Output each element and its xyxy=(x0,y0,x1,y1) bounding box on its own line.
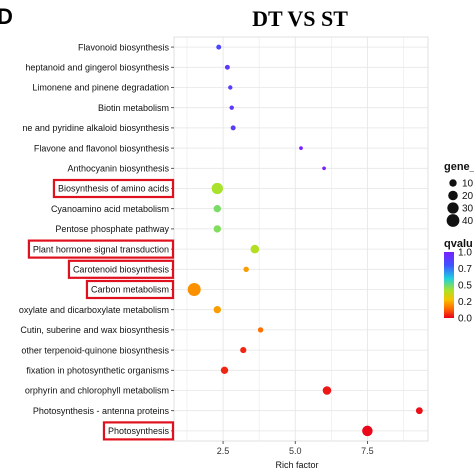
plot-area xyxy=(173,36,429,442)
x-axis: 2.5 5.0 7.5 xyxy=(217,441,374,456)
colorbar-tick-label: 0.2 xyxy=(458,297,472,308)
chart-title: DT VS ST xyxy=(252,6,348,31)
data-point xyxy=(211,182,223,195)
data-point xyxy=(240,347,247,354)
category-label: Photosynthesis - antenna proteins xyxy=(33,406,170,416)
size-legend-dot xyxy=(449,179,457,187)
colorbar-tick-label: 1.0 xyxy=(458,248,472,259)
colorbar-tick-label: 0.7 xyxy=(458,264,472,275)
category-label: Photosynthesis xyxy=(108,426,170,436)
data-point xyxy=(362,425,373,437)
category-label: Carotenoid biosynthesis xyxy=(73,265,170,275)
highlight-box xyxy=(27,239,175,259)
data-point xyxy=(220,366,229,374)
category-label: Anthocyanin biosynthesis xyxy=(67,164,169,174)
category-label: oxylate and dicarboxylate metabolism xyxy=(19,305,169,315)
category-label: Biosynthesis of amino acids xyxy=(58,184,170,194)
qvalue-colorbar xyxy=(444,252,454,318)
x-tick-label: 2.5 xyxy=(217,446,230,456)
category-label: Cyanoamino acid metabolism xyxy=(51,204,169,214)
data-point xyxy=(257,327,264,333)
color-legend-ticks: 1.0 0.7 0.5 0.2 0.0 xyxy=(454,248,472,325)
category-label: Pentose phosphate pathway xyxy=(55,224,169,234)
category-label: ne and pyridine alkaloid biosynthesis xyxy=(22,123,169,133)
size-legend-label: 40 xyxy=(462,216,474,227)
size-legend-label: 20 xyxy=(462,191,474,202)
x-axis-title: Rich factor xyxy=(275,460,318,470)
data-point xyxy=(250,244,260,254)
category-label: Limonene and pinene degradation xyxy=(32,83,169,93)
x-tick-label: 5.0 xyxy=(289,446,302,456)
data-point xyxy=(224,64,230,70)
data-point xyxy=(213,306,221,314)
data-point xyxy=(213,225,221,233)
colorbar-tick-label: 0.0 xyxy=(458,314,472,325)
data-point xyxy=(322,166,326,171)
category-label: orphyrin and chlorophyll metabolism xyxy=(25,386,169,396)
highlight-box xyxy=(67,259,175,279)
category-label: Flavone and flavonol biosynthesis xyxy=(34,143,170,153)
highlight-box xyxy=(102,421,175,441)
size-legend-label: 10 xyxy=(462,179,474,190)
highlight-box xyxy=(52,178,175,199)
size-legend-dot xyxy=(448,190,458,201)
size-legend-title: gene_ xyxy=(444,161,474,173)
data-point xyxy=(216,44,222,50)
data-point xyxy=(228,85,233,90)
size-legend-dot xyxy=(447,202,459,214)
category-label: Biotin metabolism xyxy=(98,103,169,113)
size-legend-dot xyxy=(446,214,460,227)
data-point xyxy=(229,105,234,110)
data-point xyxy=(299,146,303,150)
category-label: other terpenoid-quinone biosynthesis xyxy=(21,345,169,355)
data-point xyxy=(243,266,249,272)
data-point xyxy=(415,407,423,415)
category-labels: Flavonoid biosynthesis heptanoid and ging… xyxy=(19,42,175,441)
panel-label: D xyxy=(0,4,13,29)
category-label: heptanoid and gingerol biosynthesis xyxy=(25,63,169,73)
plot-background xyxy=(173,36,429,442)
category-label: Plant hormone signal transduction xyxy=(33,244,169,254)
highlight-box xyxy=(85,279,175,300)
data-point xyxy=(213,205,221,213)
size-legend-label: 30 xyxy=(462,204,474,215)
color-legend-title: qvalu xyxy=(444,238,473,250)
data-point xyxy=(187,282,201,297)
category-label: Flavonoid biosynthesis xyxy=(78,42,170,52)
x-tick-label: 7.5 xyxy=(361,446,374,456)
data-point xyxy=(230,125,236,131)
colorbar-tick-label: 0.5 xyxy=(458,281,472,292)
category-label: Carbon metabolism xyxy=(91,285,169,295)
category-label: Cutin, suberine and wax biosynthesis xyxy=(20,325,169,335)
category-label: fixation in photosynthetic organisms xyxy=(26,366,169,376)
data-point xyxy=(322,386,332,395)
